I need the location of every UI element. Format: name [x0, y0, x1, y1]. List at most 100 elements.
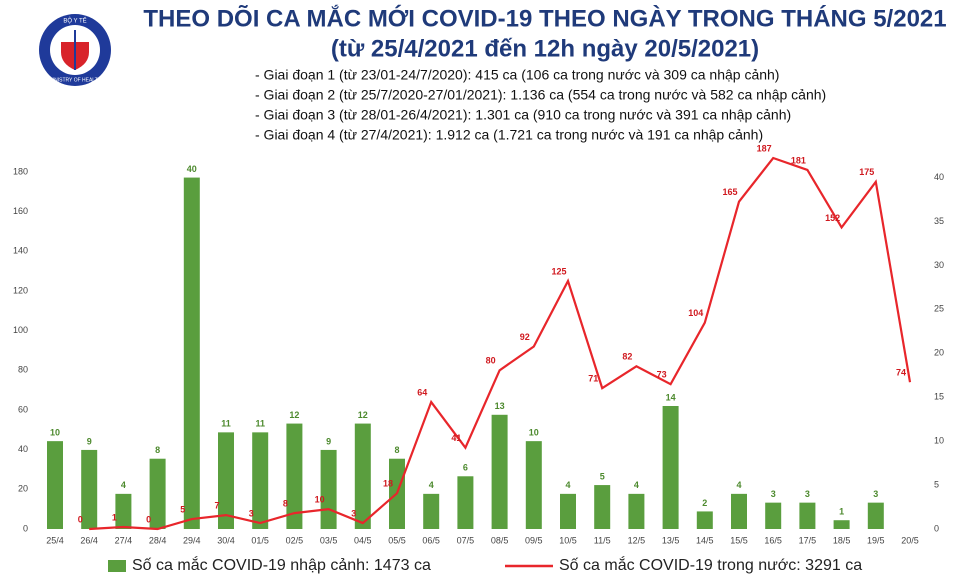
annotation: - Giai đoạn 4 (từ 27/4/2021): 1.912 ca (… — [255, 127, 763, 143]
x-tick-label: 07/5 — [457, 535, 475, 545]
x-tick-label: 12/5 — [628, 535, 646, 545]
bar-label: 10 — [50, 428, 60, 438]
line-label: 104 — [688, 308, 703, 318]
bar-label: 3 — [873, 489, 878, 499]
bar — [867, 502, 884, 529]
line-label: 7 — [214, 500, 219, 510]
x-tick-label: 17/5 — [799, 535, 817, 545]
bar-label: 8 — [394, 445, 399, 455]
y-tick-label: 140 — [13, 246, 28, 256]
x-tick-label: 25/4 — [46, 535, 64, 545]
line-label: 3 — [249, 508, 254, 518]
y-tick-label: 180 — [13, 166, 28, 176]
y2-tick-label: 25 — [934, 304, 944, 314]
line-label: 187 — [757, 143, 772, 153]
y-tick-label: 0 — [23, 523, 28, 533]
bar-label: 12 — [358, 410, 368, 420]
y2-tick-label: 30 — [934, 260, 944, 270]
bar-label: 11 — [221, 419, 231, 429]
x-tick-label: 04/5 — [354, 535, 372, 545]
x-tick-label: 27/4 — [115, 535, 133, 545]
bar-label: 9 — [87, 436, 92, 446]
x-tick-label: 11/5 — [594, 535, 611, 545]
x-tick-label: 03/5 — [320, 535, 338, 545]
logo-bottom: MINISTRY OF HEALTH — [49, 77, 102, 83]
line-label: 152 — [825, 213, 840, 223]
bar — [47, 441, 63, 529]
x-tick-label: 09/5 — [525, 535, 543, 545]
bar — [286, 423, 303, 529]
y-tick-label: 120 — [13, 285, 28, 295]
bar-label: 2 — [702, 498, 707, 508]
line-label: 41 — [451, 433, 461, 443]
bar-label: 10 — [529, 428, 539, 438]
x-tick-label: 06/5 — [422, 535, 440, 545]
x-tick-label: 13/5 — [662, 535, 680, 545]
bar-label: 4 — [121, 480, 126, 490]
y-tick-label: 40 — [18, 444, 28, 454]
x-tick-label: 16/5 — [764, 535, 782, 545]
x-tick-label: 30/4 — [217, 535, 235, 545]
chart-subtitle: (từ 25/4/2021 đến 12h ngày 20/5/2021) — [331, 35, 759, 62]
y2-tick-label: 35 — [934, 216, 944, 226]
x-tick-label: 14/5 — [696, 535, 714, 545]
bar-label: 13 — [495, 401, 505, 411]
y2-tick-label: 40 — [934, 172, 944, 182]
bar — [765, 502, 782, 529]
line — [89, 156, 912, 531]
y-tick-label: 20 — [18, 484, 28, 494]
y2-tick-label: 15 — [934, 392, 944, 402]
legend-label: Số ca mắc COVID-19 nhập cảnh: 1473 ca — [132, 555, 431, 574]
line-label: 82 — [622, 352, 632, 362]
bar — [252, 432, 269, 529]
x-tick-label: 15/5 — [730, 535, 748, 545]
y-tick-label: 60 — [18, 404, 28, 414]
bar — [423, 493, 440, 529]
bar — [218, 432, 234, 529]
line-label: 125 — [551, 266, 566, 276]
bar — [628, 493, 645, 529]
y-tick-label: 160 — [13, 206, 28, 216]
bar-label: 4 — [634, 480, 639, 490]
line-label: 74 — [896, 368, 906, 378]
x-tick-label: 26/4 — [80, 535, 98, 545]
x-tick-label: 02/5 — [286, 535, 304, 545]
line-label: 165 — [722, 187, 737, 197]
bar — [799, 502, 816, 529]
bar — [149, 458, 166, 529]
bar-label: 4 — [565, 480, 570, 490]
bar — [833, 520, 850, 529]
y2-tick-label: 5 — [934, 479, 939, 489]
line-label: 5 — [180, 504, 185, 514]
bar-label: 6 — [463, 463, 468, 473]
line-label: 18 — [383, 479, 393, 489]
bar — [560, 493, 576, 529]
bar-label: 3 — [771, 489, 776, 499]
bar-label: 8 — [155, 445, 160, 455]
line-label: 73 — [657, 370, 667, 380]
line-label: 10 — [315, 495, 325, 505]
line-label: 181 — [791, 155, 806, 165]
line-label: 71 — [588, 374, 598, 384]
bar — [696, 511, 713, 529]
bar-label: 9 — [326, 436, 331, 446]
x-tick-label: 08/5 — [491, 535, 509, 545]
x-tick-label: 19/5 — [867, 535, 885, 545]
annotation: - Giai đoạn 1 (từ 23/01-24/7/2020): 415 … — [255, 67, 779, 83]
x-tick-label: 10/5 — [559, 535, 577, 545]
bar — [491, 414, 508, 529]
bar — [731, 493, 747, 529]
legend-label: Số ca mắc COVID-19 trong nước: 3291 ca — [559, 555, 862, 574]
line-label: 1 — [112, 512, 117, 522]
x-tick-label: 29/4 — [183, 535, 201, 545]
bar — [115, 493, 132, 529]
bar-label: 4 — [736, 480, 741, 490]
y2-tick-label: 20 — [934, 348, 944, 358]
bar-label: 11 — [255, 419, 265, 429]
bar-label: 4 — [429, 480, 434, 490]
y-tick-label: 100 — [13, 325, 28, 335]
bar-label: 1 — [839, 507, 844, 517]
x-tick-label: 28/4 — [149, 535, 167, 545]
bar-label: 14 — [666, 392, 676, 402]
